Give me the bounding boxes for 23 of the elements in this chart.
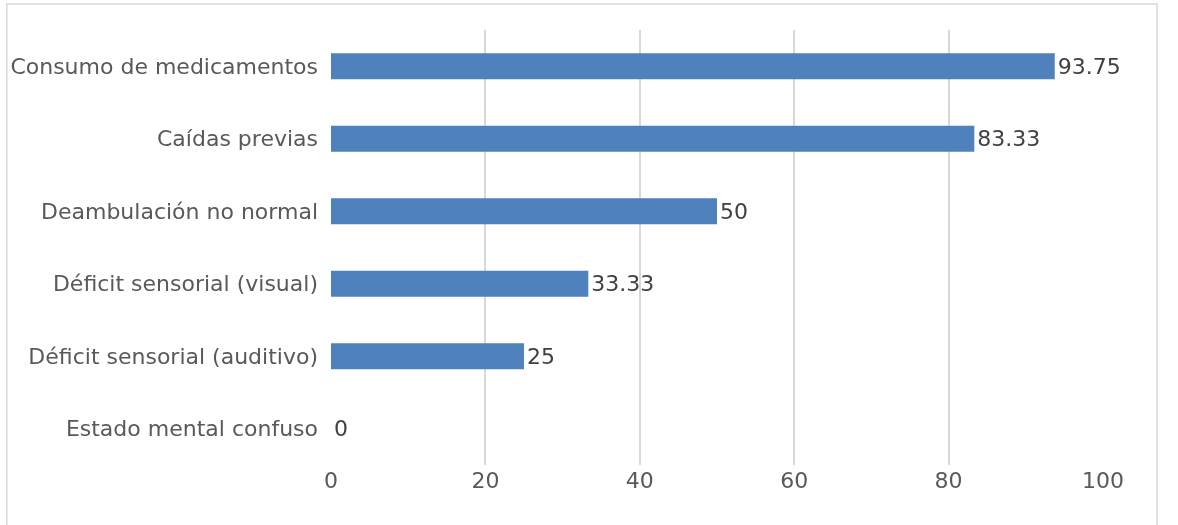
data-label: 50 (720, 198, 748, 224)
x-tick-label: 100 (1082, 468, 1124, 493)
data-label: 25 (527, 343, 555, 369)
data-label: 0 (334, 416, 348, 442)
bar (331, 125, 975, 152)
y-tick-label: Déficit sensorial (visual) (52, 271, 318, 297)
y-tick-label: Déficit sensorial (auditivo) (28, 343, 318, 369)
x-tick-label: 60 (780, 468, 809, 493)
y-tick-label: Deambulación no normal (41, 198, 318, 224)
y-tick-label: Estado mental confuso (65, 416, 318, 442)
data-label: 83.33 (977, 126, 1041, 152)
data-label: 93.75 (1057, 53, 1121, 79)
bar (331, 198, 717, 225)
y-tick-label: Consumo de medicamentos (10, 53, 318, 79)
x-tick-label: 40 (625, 468, 654, 493)
bar (331, 53, 1055, 80)
data-label: 33.33 (591, 271, 655, 297)
x-tick-label: 20 (471, 468, 500, 493)
x-tick-label: 80 (934, 468, 963, 493)
y-tick-label: Caídas previas (157, 126, 318, 152)
x-tick-label: 0 (324, 468, 338, 493)
bar (331, 343, 524, 370)
bar (331, 270, 589, 297)
